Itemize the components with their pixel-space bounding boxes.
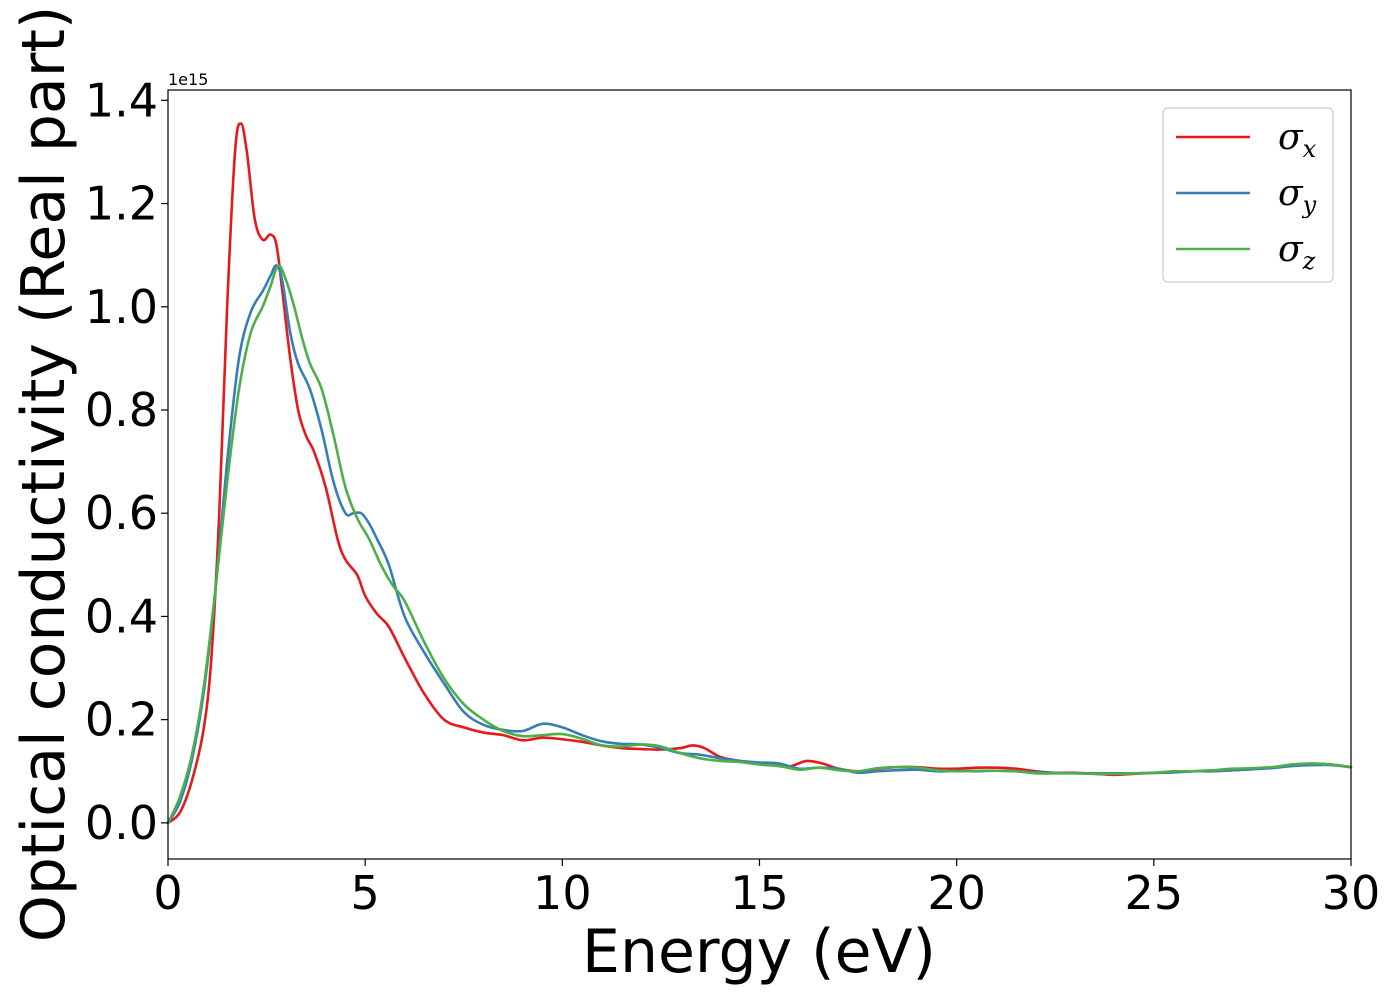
x-tick-label: 15 [730,866,789,920]
y-axis-ticks: 0.0 0.2 0.4 0.6 0.8 1.0 1.2 1.4 [85,73,168,850]
x-tick-label: 20 [927,866,986,920]
x-tick-label: 5 [351,866,380,920]
x-tick-label: 0 [153,866,182,920]
legend-entries: σx σy σz [1176,117,1317,275]
x-axis-title: Energy (eV) [582,917,936,987]
legend-label-y: σy [1278,173,1317,219]
y-tick-label: 0.4 [85,589,158,643]
legend-label-z: σz [1278,229,1316,275]
x-tick-label: 10 [533,866,592,920]
series-layer [166,122,1353,825]
y-offset-label: 1e15 [168,70,208,89]
y-tick-label: 0.8 [85,383,158,437]
y-tick-label: 1.4 [85,73,158,127]
y-tick-label: 1.0 [85,280,158,334]
legend: σx σy σz [1162,107,1334,283]
y-axis-title: Optical conductivity (Real part) [9,6,79,943]
legend-box [1162,107,1334,283]
y-tick-label: 0.2 [85,693,158,747]
y-tick-label: 0.6 [85,486,158,540]
x-tick-label: 25 [1125,866,1184,920]
x-tick-label: 30 [1322,866,1381,920]
series-line-z [166,264,1353,825]
legend-label-x: σx [1278,117,1317,163]
x-axis-ticks: 0 5 10 15 20 25 30 [153,859,1380,920]
y-tick-label: 0.0 [85,796,158,850]
series-line-y [166,264,1353,825]
y-tick-label: 1.2 [85,177,158,231]
